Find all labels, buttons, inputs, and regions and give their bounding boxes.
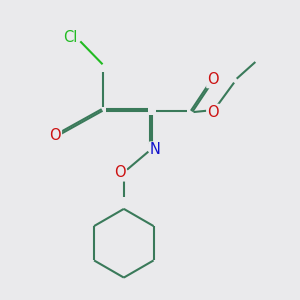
Text: O: O [207, 105, 219, 120]
Text: O: O [49, 128, 61, 143]
Text: N: N [150, 142, 161, 158]
Text: O: O [207, 72, 219, 87]
Text: Cl: Cl [63, 30, 78, 45]
Text: O: O [114, 165, 126, 180]
